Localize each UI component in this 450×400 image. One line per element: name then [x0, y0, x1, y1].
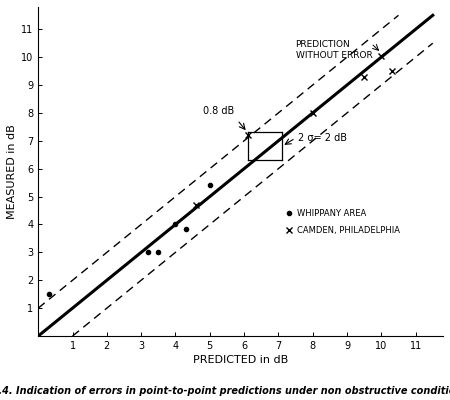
Text: CAMDEN, PHILADELPHIA: CAMDEN, PHILADELPHIA — [297, 226, 400, 234]
X-axis label: PREDICTED in dB: PREDICTED in dB — [193, 355, 288, 365]
Y-axis label: MEASURED in dB: MEASURED in dB — [7, 124, 17, 219]
Text: 0.8 dB: 0.8 dB — [202, 106, 234, 116]
Text: PREDICTION
WITHOUT ERROR: PREDICTION WITHOUT ERROR — [296, 40, 372, 60]
Text: WHIPPANY AREA: WHIPPANY AREA — [297, 209, 366, 218]
Text: 2 σ= 2 dB: 2 σ= 2 dB — [298, 133, 347, 143]
Text: Fig .4. Indication of errors in point-to-point predictions under non obstructive: Fig .4. Indication of errors in point-to… — [0, 386, 450, 396]
